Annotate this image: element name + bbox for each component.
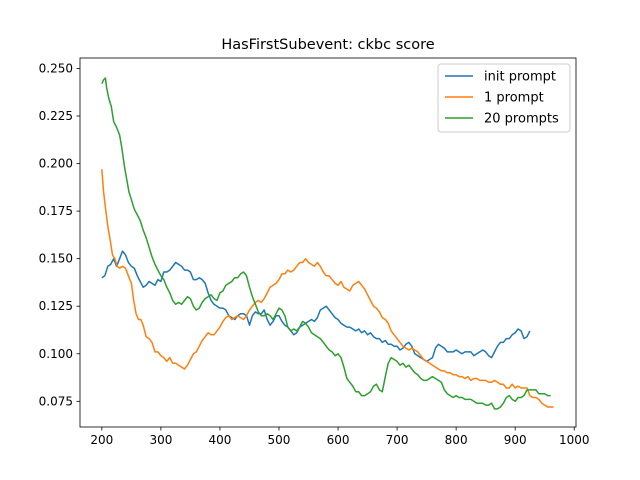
x-tick-label: 400 [208, 433, 231, 447]
y-tick-label: 0.225 [39, 109, 73, 123]
series-line-0 [101, 250, 531, 363]
plot-lines [101, 77, 554, 410]
legend-label-0: init prompt [484, 70, 556, 85]
y-tick-label: 0.100 [39, 347, 73, 361]
series-line-1 [101, 169, 554, 408]
y-tick-label: 0.175 [39, 204, 73, 218]
legend-label-1: 1 prompt [484, 91, 544, 106]
plot-frame [79, 57, 577, 428]
y-tick-label: 0.250 [39, 61, 73, 75]
y-tick-label: 0.125 [39, 299, 73, 313]
legend: init prompt 1 prompt 20 prompts [437, 63, 571, 133]
x-tick-label: 500 [268, 433, 291, 447]
y-tick-label: 0.150 [39, 252, 73, 266]
y-tick-label: 0.075 [39, 394, 73, 408]
x-tick-label: 200 [90, 433, 113, 447]
x-tick-label: 1000 [559, 433, 590, 447]
x-tick-label: 600 [327, 433, 350, 447]
series-line-2 [101, 77, 551, 410]
y-tick-label: 0.200 [39, 157, 73, 171]
legend-label-2: 20 prompts [484, 112, 559, 127]
x-tick-label: 800 [445, 433, 468, 447]
axes: 200 300 400 500 600 700 800 900 1000 0.075 0.100 0.… [39, 57, 590, 447]
x-tick-label: 900 [504, 433, 527, 447]
legend-box [437, 63, 571, 133]
x-tick-label: 300 [149, 433, 172, 447]
x-tick-label: 700 [386, 433, 409, 447]
chart-title: HasFirstSubevent: ckbc score [221, 37, 434, 53]
